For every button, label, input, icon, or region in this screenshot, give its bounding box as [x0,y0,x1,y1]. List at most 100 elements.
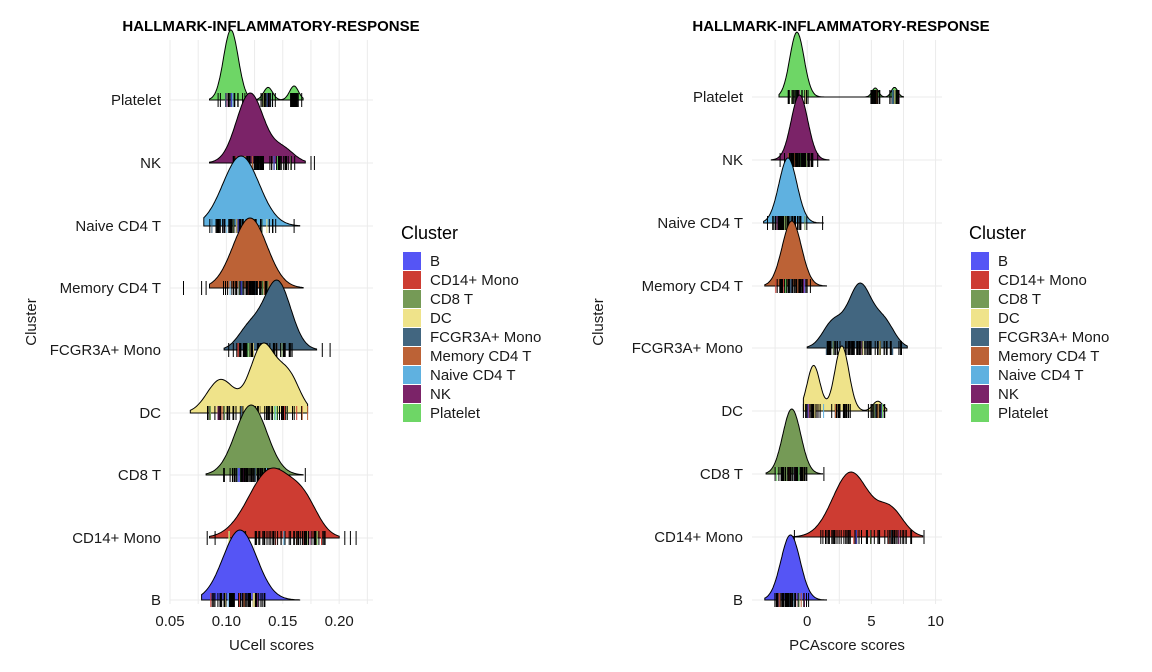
legend-swatch [403,271,421,289]
ridge-memory-cd4-t [764,220,827,293]
x-tick-label: 0.20 [325,613,354,630]
y-axis-title: Cluster [590,298,607,346]
y-tick-label-platelet: Platelet [693,89,744,106]
rug-b [774,593,810,607]
legend-swatch [971,385,989,403]
rug-nk [779,153,819,167]
chart-title: HALLMARK-INFLAMMATORY-RESPONSE [692,18,989,35]
legend-label: DC [998,310,1020,327]
y-tick-label-cd8-t: CD8 T [118,467,161,484]
ridge-memory-cd4-t [183,217,304,295]
legend-item-dc: DC [971,309,1020,327]
x-tick-label: 0 [803,613,811,630]
density-memory-cd4-t [764,220,827,287]
legend-item-platelet: Platelet [971,404,1049,422]
legend-swatch [403,404,421,422]
legend-item-cd8-t: CD8 T [971,290,1041,308]
legend-item-b: B [403,252,440,270]
y-tick-label-memory-cd4-t: Memory CD4 T [642,278,743,295]
ridge-dc [802,345,888,418]
density-fcgr3a-mono [806,282,908,349]
rug-b [210,593,266,607]
rug-platelet [217,93,303,107]
legend-label: CD8 T [998,291,1041,308]
density-dc [802,345,888,412]
y-tick-label-dc: DC [721,403,743,420]
legend-swatch [403,328,421,346]
legend-swatch [403,347,421,365]
legend-label: FCGR3A+ Mono [430,329,541,346]
legend-item-nk: NK [403,385,451,403]
legend-item-memory-cd4-t: Memory CD4 T [971,347,1099,365]
legend-label: B [998,253,1008,270]
density-platelet [778,31,904,98]
ridgeline-panel-ucell: HALLMARK-INFLAMMATORY-RESPONSE B CD14+ Mon… [23,18,541,654]
y-tick-label-nk: NK [722,152,743,169]
density-cd8-t [765,408,824,475]
y-tick-label-memory-cd4-t: Memory CD4 T [60,280,161,297]
x-tick-label: 0.10 [212,613,241,630]
ridge-nk [770,94,830,167]
rug-cd8-t [774,467,825,481]
y-tick-label-b: B [733,592,743,609]
legend: Cluster B CD14+ Mono CD8 T DC FCGR3A+ Mono Mem… [969,223,1109,422]
legend-label: B [430,253,440,270]
legend-label: NK [430,386,451,403]
ridge-fcgr3a-mono [806,282,908,355]
density-fcgr3a-mono [223,279,318,351]
legend-label: FCGR3A+ Mono [998,329,1109,346]
rug-memory-cd4-t [775,279,811,293]
density-dc [189,342,309,414]
legend-swatch [403,385,421,403]
y-tick-label-dc: DC [139,405,161,422]
legend-label: NK [998,386,1019,403]
y-tick-label-cd14-mono: CD14+ Mono [654,529,743,546]
density-nk [770,94,830,161]
legend-swatch [403,309,421,327]
legend-label: DC [430,310,452,327]
legend-label: Platelet [998,405,1049,422]
legend-label: Memory CD4 T [430,348,531,365]
legend-label: CD8 T [430,291,473,308]
legend-item-memory-cd4-t: Memory CD4 T [403,347,531,365]
density-naive-cd4-t [763,157,824,224]
legend-item-naive-cd4-t: Naive CD4 T [971,366,1084,384]
density-platelet [209,29,304,101]
legend-item-cd14-mono: CD14+ Mono [403,271,519,289]
density-cd14-mono [791,471,924,538]
ridge-naive-cd4-t [763,157,824,230]
legend-title: Cluster [969,223,1026,243]
ridge-b [764,534,827,607]
ridge-cd14-mono [791,471,925,544]
legend-swatch [971,328,989,346]
x-tick-label: 0.05 [155,613,184,630]
legend-title: Cluster [401,223,458,243]
legend-item-b: B [971,252,1008,270]
x-axis-title: PCAscore scores [789,637,905,654]
legend-swatch [403,252,421,270]
ridge-cd14-mono [206,467,357,545]
legend-item-nk: NK [971,385,1019,403]
y-tick-label-platelet: Platelet [111,92,162,109]
ridge-cd8-t [765,408,825,481]
legend-label: Naive CD4 T [430,367,516,384]
x-tick-label: 5 [867,613,875,630]
legend-item-cd14-mono: CD14+ Mono [971,271,1087,289]
density-nk [209,92,306,164]
density-cd8-t [205,404,304,476]
legend-label: Naive CD4 T [998,367,1084,384]
legend-swatch [403,290,421,308]
y-tick-label-fcgr3a-mono: FCGR3A+ Mono [50,342,161,359]
legend-swatch [971,309,989,327]
legend-swatch [971,271,989,289]
density-b [201,529,301,601]
ridge-b [201,529,301,607]
legend-item-fcgr3a-mono: FCGR3A+ Mono [971,328,1109,346]
x-axis-title: UCell scores [229,637,314,654]
legend-item-naive-cd4-t: Naive CD4 T [403,366,516,384]
y-tick-label-naive-cd4-t: Naive CD4 T [75,218,161,235]
y-tick-label-fcgr3a-mono: FCGR3A+ Mono [632,340,743,357]
density-cd14-mono [209,467,340,539]
y-tick-label-naive-cd4-t: Naive CD4 T [657,215,743,232]
rug-cd14-mono [793,530,925,544]
